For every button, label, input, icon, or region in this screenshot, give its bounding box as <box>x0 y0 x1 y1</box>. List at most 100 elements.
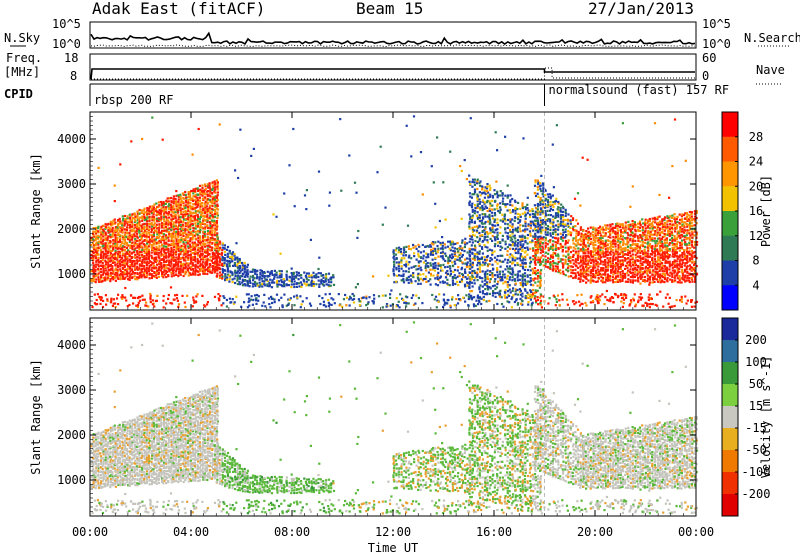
power-point <box>504 240 507 243</box>
power-point <box>97 240 100 243</box>
power-point <box>92 242 95 245</box>
power-point <box>498 273 501 276</box>
power-point <box>130 255 133 259</box>
power-point <box>471 202 474 205</box>
power-point <box>421 279 424 282</box>
power-point <box>476 273 479 276</box>
power-point <box>214 227 217 230</box>
power-point <box>491 274 494 277</box>
power-point <box>410 280 413 283</box>
power-point <box>154 238 158 241</box>
power-point <box>184 257 187 260</box>
power-point <box>194 212 197 215</box>
power-point <box>602 245 605 248</box>
power-point <box>216 213 219 216</box>
power-point <box>412 274 415 277</box>
power-point <box>167 267 170 270</box>
power-point <box>631 261 634 264</box>
power-point <box>532 247 535 250</box>
power-point <box>136 228 139 231</box>
power-point <box>447 256 450 259</box>
power-point <box>434 256 437 260</box>
power-point <box>476 187 479 191</box>
power-point <box>618 252 621 255</box>
power-point <box>539 188 542 191</box>
power-point <box>489 193 492 196</box>
power-point <box>298 282 301 285</box>
power-point <box>392 268 395 271</box>
power-point <box>474 246 477 249</box>
power-point <box>592 260 595 263</box>
power-point <box>194 224 198 227</box>
power-point <box>522 206 525 209</box>
power-point <box>608 276 612 280</box>
power-point <box>312 284 315 288</box>
power-point <box>145 226 148 229</box>
power-point <box>259 284 262 287</box>
power-point <box>521 282 524 285</box>
power-point <box>168 203 171 206</box>
power-point <box>562 266 565 269</box>
power-point <box>164 256 168 259</box>
power-point <box>138 248 141 251</box>
power-point <box>197 215 200 218</box>
power-point <box>182 204 185 207</box>
power-point <box>153 256 156 259</box>
power-point <box>151 244 154 247</box>
power-point <box>231 272 234 275</box>
power-point <box>104 276 107 279</box>
power-point <box>612 235 615 239</box>
power-point <box>196 196 199 199</box>
power-point <box>649 252 652 256</box>
power-point <box>622 240 625 243</box>
power-point <box>163 250 166 253</box>
power-point <box>174 259 177 262</box>
power-point <box>160 262 163 265</box>
power-point <box>236 260 239 263</box>
power-point <box>661 253 664 256</box>
power-point <box>160 204 163 207</box>
power-point <box>486 183 489 186</box>
power-point <box>191 241 194 244</box>
power-point <box>644 241 647 244</box>
power-point <box>124 268 127 271</box>
power-point <box>614 248 617 251</box>
power-point <box>521 238 524 241</box>
power-point <box>446 272 449 275</box>
power-point <box>512 261 515 264</box>
power-point <box>496 228 499 231</box>
power-point <box>400 265 403 268</box>
power-point <box>658 231 661 234</box>
power-point <box>172 274 176 277</box>
power-point <box>167 223 170 226</box>
power-point <box>182 231 185 234</box>
power-point <box>475 182 479 185</box>
power-point <box>651 239 654 242</box>
power-point <box>182 264 185 267</box>
power-point <box>169 221 172 224</box>
power-point <box>562 272 565 276</box>
power-point <box>659 248 662 251</box>
power-point <box>633 235 636 238</box>
power-point <box>624 228 627 232</box>
power-point <box>95 241 98 244</box>
power-point <box>639 265 642 268</box>
power-point <box>164 215 167 218</box>
power-point <box>125 242 129 245</box>
power-point <box>491 223 494 226</box>
power-point <box>95 253 98 256</box>
power-point <box>509 203 512 206</box>
power-point <box>651 251 654 254</box>
power-point <box>197 229 200 232</box>
power-point <box>471 233 474 236</box>
power-point <box>179 264 182 267</box>
power-point <box>577 250 580 253</box>
power-point <box>128 231 131 234</box>
power-point <box>184 253 187 256</box>
power-point <box>256 276 259 279</box>
power-point <box>111 269 114 272</box>
power-point <box>488 248 491 251</box>
power-point <box>469 237 472 241</box>
power-point <box>626 240 629 243</box>
power-point <box>174 197 177 200</box>
